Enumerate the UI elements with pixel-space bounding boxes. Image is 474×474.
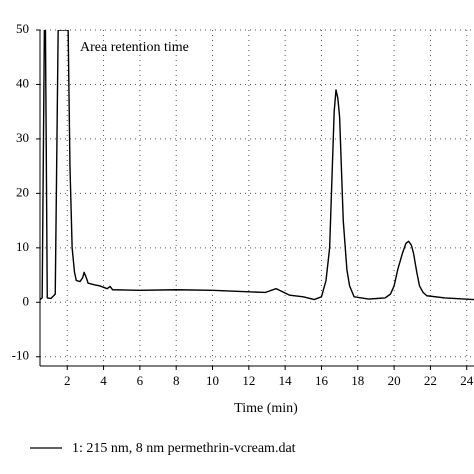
x-axis-title: Time (min) [234,401,298,416]
legend-label: 1: 215 nm, 8 nm permethrin-vcream.dat [72,441,296,456]
y-tick-label: 50 [16,21,29,36]
y-tick-label: 0 [23,293,30,308]
x-tick-label: 24 [460,373,474,388]
x-tick-label: 22 [424,373,437,388]
annotation: Area retention time [80,40,189,55]
grid [40,29,474,366]
x-tick-label: 18 [351,373,364,388]
y-tick-label: 10 [16,239,29,254]
x-tick-label: 2 [64,373,71,388]
x-tick-label: 10 [206,373,219,388]
y-tick-label: 20 [16,184,29,199]
x-tick-label: 14 [279,373,293,388]
x-tick-label: 16 [315,373,329,388]
plot [40,30,474,301]
line-series [40,30,474,301]
y-tick-label: 30 [16,130,29,145]
y-tick-label: -10 [12,348,29,363]
x-tick-label: 12 [242,373,255,388]
x-tick-label: 4 [100,373,107,388]
x-tick-label: 20 [388,373,401,388]
x-tick-label: 8 [173,373,180,388]
x-tick-label: 6 [137,373,144,388]
y-tick-label: 40 [16,75,29,90]
